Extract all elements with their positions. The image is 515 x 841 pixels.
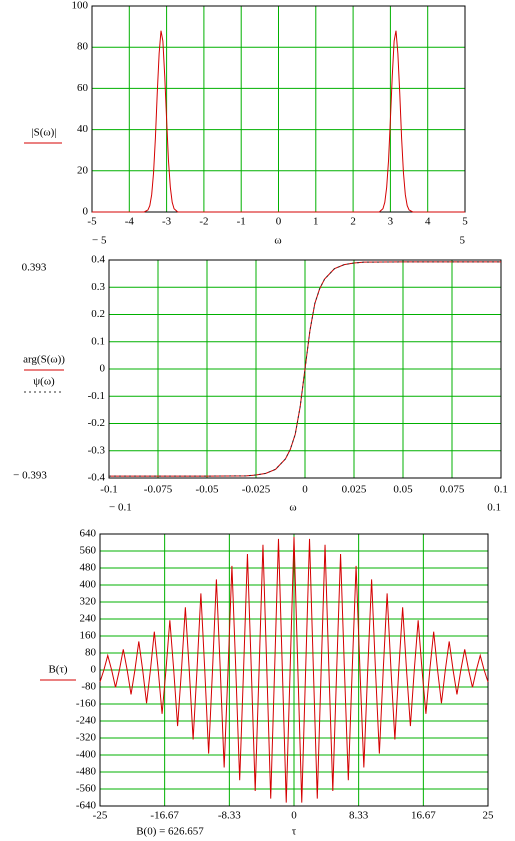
x-tick-label: -5 bbox=[87, 216, 97, 228]
y-tick-label: -80 bbox=[81, 681, 96, 693]
x-tick-label: 0 bbox=[291, 810, 297, 822]
y-tick-label: -0.2 bbox=[88, 417, 105, 429]
x-limit-label: − 0.1 bbox=[109, 502, 132, 514]
y-tick-label: 480 bbox=[80, 562, 97, 574]
x-tick-label: 5 bbox=[462, 216, 468, 228]
y-tick-label: 0 bbox=[83, 206, 89, 218]
y-tick-label: 0.1 bbox=[91, 335, 105, 347]
y-tick-label: 0 bbox=[91, 664, 97, 676]
y-tick-label: -0.3 bbox=[88, 444, 106, 456]
y-tick-label: 640 bbox=[80, 528, 97, 540]
y-tick-label: -560 bbox=[76, 783, 97, 795]
data-line bbox=[92, 30, 465, 213]
y-axis-label: B(τ) bbox=[48, 664, 67, 676]
y-tick-label: 80 bbox=[77, 41, 89, 53]
y-tick-label: -320 bbox=[76, 732, 97, 744]
x-axis-label: ω bbox=[289, 502, 296, 514]
y-tick-label: 0 bbox=[100, 363, 106, 375]
x-axis-label: ω bbox=[274, 235, 281, 247]
annotation: − 0.393 bbox=[13, 470, 47, 482]
x-tick-label: 3 bbox=[388, 216, 394, 228]
x-tick-label: -16.67 bbox=[150, 810, 179, 822]
y-tick-label: 240 bbox=[80, 613, 97, 625]
y-tick-label: -640 bbox=[76, 800, 97, 812]
y-tick-label: 0.4 bbox=[91, 254, 105, 266]
y-tick-label: -400 bbox=[76, 749, 97, 761]
y-tick-label: 80 bbox=[85, 647, 97, 659]
x-axis-label: τ bbox=[292, 826, 297, 838]
y-tick-label: 0.3 bbox=[91, 281, 105, 293]
x-tick-label: -0.075 bbox=[144, 484, 173, 496]
y-tick-label: 0.2 bbox=[91, 308, 105, 320]
x-tick-label: 0 bbox=[276, 216, 282, 228]
y-tick-label: -0.1 bbox=[88, 390, 105, 402]
y-tick-label: 40 bbox=[77, 123, 89, 135]
x-tick-label: 25 bbox=[483, 810, 495, 822]
y-tick-label: -160 bbox=[76, 698, 97, 710]
annotation: B(0) = 626.657 bbox=[136, 826, 204, 838]
plot-frame bbox=[108, 259, 502, 479]
annotation: 0.393 bbox=[22, 262, 47, 274]
x-tick-label: 1 bbox=[313, 216, 319, 228]
x-tick-label: -0.1 bbox=[100, 484, 117, 496]
x-tick-label: -3 bbox=[162, 216, 172, 228]
x-limit-label: − 5 bbox=[92, 235, 107, 247]
y-tick-label: 400 bbox=[80, 579, 97, 591]
x-limit-label: 0.1 bbox=[487, 502, 501, 514]
plot-frame bbox=[99, 533, 489, 807]
y-tick-label: 20 bbox=[77, 164, 89, 176]
x-tick-label: 16.67 bbox=[411, 810, 436, 822]
y-tick-label: 160 bbox=[80, 630, 97, 642]
x-tick-label: -0.05 bbox=[196, 484, 219, 496]
y-tick-label: -0.4 bbox=[88, 472, 106, 484]
x-tick-label: 0.05 bbox=[393, 484, 413, 496]
x-limit-label: 5 bbox=[460, 235, 466, 247]
x-tick-label: -8.33 bbox=[218, 810, 241, 822]
y-tick-label: -480 bbox=[76, 766, 97, 778]
y-tick-label: 560 bbox=[80, 545, 97, 557]
y-tick-label: 60 bbox=[77, 82, 89, 94]
y-tick-label: -240 bbox=[76, 715, 97, 727]
x-tick-label: -1 bbox=[237, 216, 246, 228]
y-axis-label: arg(S(ω)) bbox=[23, 354, 65, 366]
data-line bbox=[109, 261, 501, 477]
x-tick-label: 8.33 bbox=[349, 810, 369, 822]
x-tick-label: 0.075 bbox=[440, 484, 465, 496]
data-line bbox=[99, 536, 489, 803]
x-tick-label: 0 bbox=[302, 484, 308, 496]
x-tick-label: 0.1 bbox=[494, 484, 508, 496]
y-axis-label: |S(ω)| bbox=[31, 127, 56, 139]
x-tick-label: -4 bbox=[125, 216, 135, 228]
y-tick-label: 100 bbox=[72, 0, 89, 12]
x-tick-label: -0.025 bbox=[242, 484, 271, 496]
x-tick-label: 0.025 bbox=[342, 484, 367, 496]
x-tick-label: -25 bbox=[93, 810, 108, 822]
y-axis-label: ψ(ω) bbox=[33, 376, 55, 388]
x-tick-label: 4 bbox=[425, 216, 431, 228]
x-tick-label: 2 bbox=[350, 216, 356, 228]
x-tick-label: -2 bbox=[199, 216, 208, 228]
y-tick-label: 320 bbox=[80, 596, 97, 608]
